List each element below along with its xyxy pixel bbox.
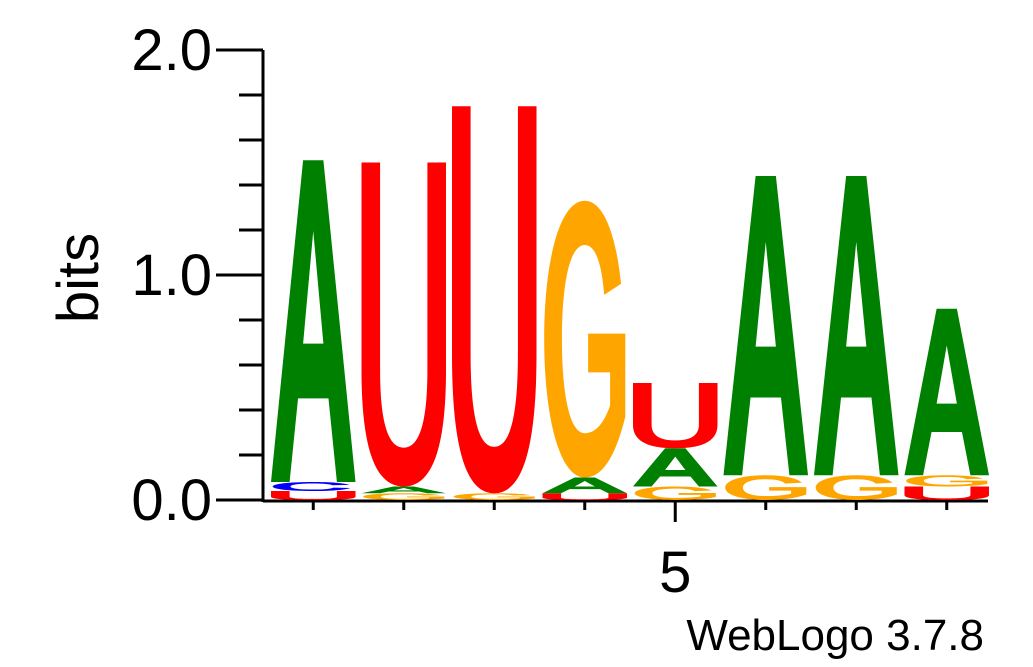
logo-letter-U bbox=[633, 383, 718, 449]
logo-letter-A bbox=[814, 176, 899, 476]
logo-letter-A bbox=[723, 176, 808, 476]
logo-letter-U bbox=[542, 493, 627, 500]
y-tick-label: 1.0 bbox=[131, 243, 212, 308]
logo-letter-G bbox=[453, 493, 535, 500]
logo-letter-U bbox=[361, 162, 446, 487]
chart-axes: 0.0 1.0 2.0 5 bbox=[131, 18, 988, 605]
y-tick-label: 0.0 bbox=[131, 468, 212, 533]
logo-letters bbox=[271, 106, 989, 500]
logo-letter-G bbox=[906, 475, 988, 487]
logo-letter-G bbox=[363, 493, 445, 500]
logo-letter-A bbox=[904, 308, 989, 476]
x-tick-label: 5 bbox=[659, 540, 691, 605]
y-axis-label: bits bbox=[46, 233, 111, 323]
logo-letter-U bbox=[904, 486, 989, 500]
logo-letter-G bbox=[544, 200, 626, 478]
logo-letter-A bbox=[633, 448, 718, 487]
logo-letter-U bbox=[452, 106, 537, 494]
logo-letter-G bbox=[634, 486, 716, 500]
logo-letter-A bbox=[361, 486, 446, 494]
logo-letter-G bbox=[725, 475, 807, 500]
logo-letter-A bbox=[271, 160, 356, 482]
logo-letter-C bbox=[272, 482, 351, 491]
logo-letter-G bbox=[815, 475, 897, 500]
logo-letter-A bbox=[542, 477, 627, 494]
y-tick-label: 2.0 bbox=[131, 18, 212, 83]
logo-letter-U bbox=[271, 491, 356, 500]
weblogo-credit: WebLogo 3.7.8 bbox=[686, 611, 984, 660]
